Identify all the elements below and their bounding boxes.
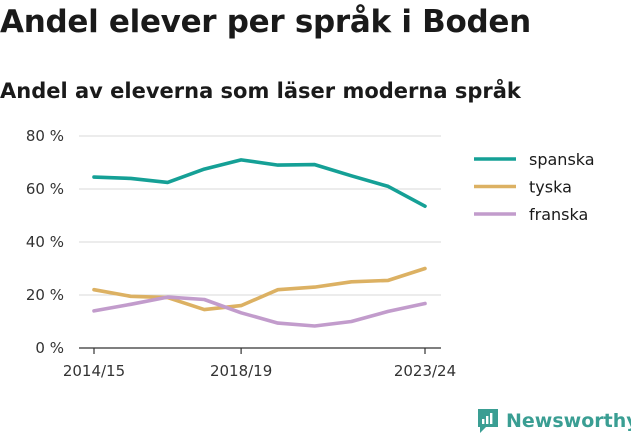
legend-label-franska: franska (529, 205, 588, 224)
x-tick-label: 2023/24 (394, 362, 456, 380)
x-tick-label: 2014/15 (63, 362, 125, 380)
y-tick-label: 20 % (26, 286, 64, 304)
gridlines (79, 135, 441, 349)
chart-title: Andel elever per språk i Boden (0, 4, 531, 40)
y-tick-label: 60 % (26, 180, 64, 198)
legend-label-tyska: tyska (529, 178, 572, 197)
series-line-tyska (92, 266, 427, 312)
chart-subtitle: Andel av eleverna som läser moderna språ… (0, 79, 521, 103)
newsworthy-logo-icon (478, 409, 498, 433)
y-tick-label: 80 % (26, 127, 64, 145)
y-tick-label: 0 % (35, 339, 64, 357)
series-line-franska (92, 295, 427, 328)
y-axis: 0 % 20 % 40 % 60 % 80 % (26, 127, 64, 357)
series-lines (92, 158, 427, 328)
legend-label-spanska: spanska (529, 150, 595, 169)
legend: spanska tyska franska (474, 150, 595, 224)
x-axis: 2014/15 2018/19 2023/24 (63, 348, 456, 380)
brand: Newsworthy (476, 407, 631, 435)
brand-name: Newsworthy (506, 410, 631, 432)
x-tick-label: 2018/19 (210, 362, 272, 380)
y-tick-label: 40 % (26, 233, 64, 251)
series-line-spanska (92, 158, 427, 208)
